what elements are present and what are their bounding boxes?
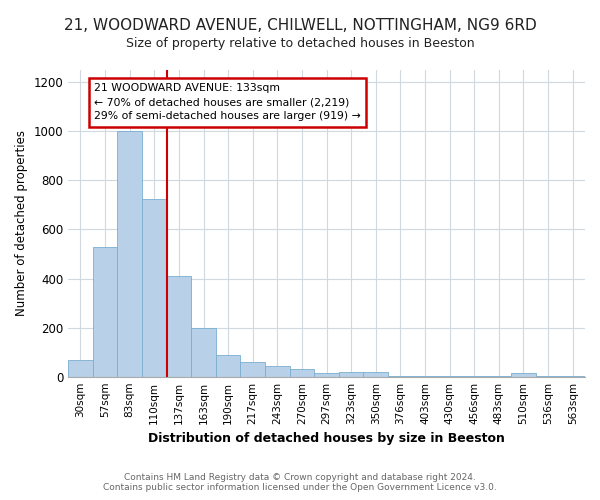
Bar bbox=[511, 373, 536, 376]
Bar bbox=[364, 372, 388, 376]
Bar bbox=[191, 328, 216, 376]
Bar bbox=[339, 372, 364, 376]
Bar bbox=[314, 373, 339, 376]
Bar bbox=[290, 369, 314, 376]
Text: 21 WOODWARD AVENUE: 133sqm
← 70% of detached houses are smaller (2,219)
29% of s: 21 WOODWARD AVENUE: 133sqm ← 70% of deta… bbox=[94, 84, 361, 122]
Bar bbox=[93, 246, 118, 376]
Bar bbox=[167, 276, 191, 376]
Bar bbox=[68, 360, 93, 376]
Text: 21, WOODWARD AVENUE, CHILWELL, NOTTINGHAM, NG9 6RD: 21, WOODWARD AVENUE, CHILWELL, NOTTINGHA… bbox=[64, 18, 536, 32]
Text: Size of property relative to detached houses in Beeston: Size of property relative to detached ho… bbox=[125, 38, 475, 51]
Bar bbox=[118, 132, 142, 376]
Bar bbox=[241, 362, 265, 376]
Y-axis label: Number of detached properties: Number of detached properties bbox=[15, 130, 28, 316]
Text: Contains HM Land Registry data © Crown copyright and database right 2024.
Contai: Contains HM Land Registry data © Crown c… bbox=[103, 473, 497, 492]
Bar bbox=[142, 199, 167, 376]
Bar bbox=[216, 355, 241, 376]
X-axis label: Distribution of detached houses by size in Beeston: Distribution of detached houses by size … bbox=[148, 432, 505, 445]
Bar bbox=[265, 366, 290, 376]
